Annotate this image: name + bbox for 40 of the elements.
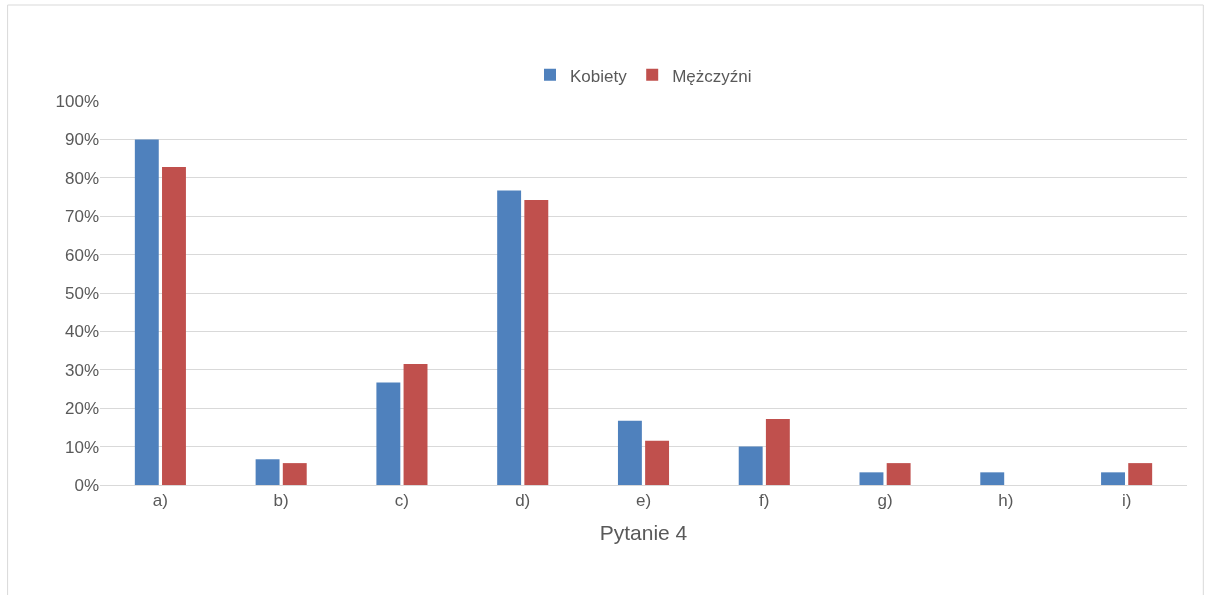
- x-tick-label: h): [998, 491, 1014, 511]
- bar: [497, 190, 522, 485]
- y-tick-label: 20%: [64, 399, 99, 419]
- x-tick-label: b): [273, 491, 289, 511]
- y-tick-label: 60%: [64, 245, 99, 265]
- y-tick-label: 100%: [55, 91, 99, 111]
- x-tick-label: e): [635, 491, 652, 511]
- bar: [162, 167, 186, 485]
- bar: [376, 382, 401, 485]
- y-tick-label: 70%: [64, 207, 99, 227]
- bar: [403, 364, 428, 485]
- x-tick-label: a): [152, 491, 168, 511]
- legend-label: Mężczyźni: [672, 66, 752, 86]
- x-tick-label: g): [877, 491, 893, 511]
- x-axis-title: Pytanie 4: [599, 520, 688, 544]
- x-tick-label: c): [394, 491, 410, 511]
- y-tick-label: 90%: [64, 130, 99, 150]
- x-tick-label: d): [515, 491, 531, 511]
- x-tick-label: i): [1121, 491, 1132, 511]
- bar: [738, 446, 763, 485]
- y-tick-label: 10%: [64, 437, 99, 457]
- y-tick-label: 50%: [64, 283, 99, 303]
- bar: [1101, 472, 1125, 485]
- bar: [765, 418, 790, 485]
- bar: [524, 200, 549, 485]
- legend-label: Kobiety: [570, 66, 628, 86]
- y-tick-label: 30%: [64, 360, 99, 380]
- y-tick-label: 0%: [74, 475, 99, 495]
- x-tick-label: f): [759, 491, 770, 511]
- y-tick-label: 80%: [64, 168, 99, 188]
- bar: [282, 463, 307, 485]
- bar: [134, 139, 159, 485]
- bar: [1128, 463, 1153, 485]
- bar: [886, 463, 911, 485]
- bar: [617, 420, 642, 485]
- bar: [980, 472, 1005, 485]
- bar: [255, 459, 280, 485]
- bar: [859, 472, 884, 485]
- bar: [645, 440, 670, 485]
- y-tick-label: 40%: [64, 322, 99, 342]
